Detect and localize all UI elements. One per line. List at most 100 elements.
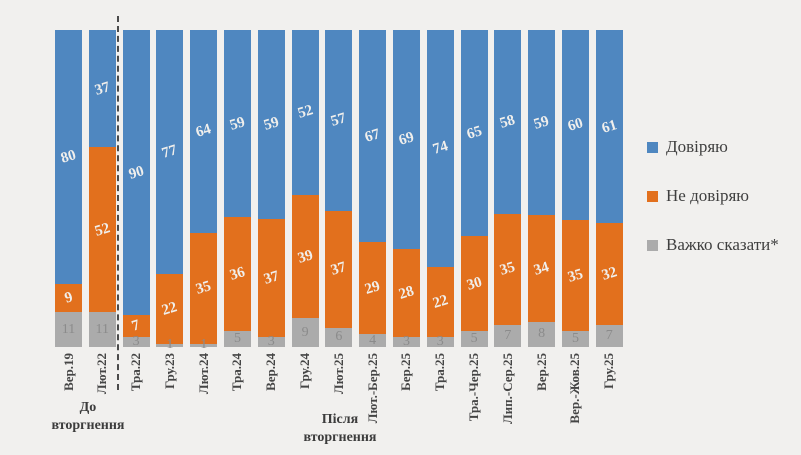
value-label: 39 xyxy=(295,246,315,267)
bar-segment: 1 xyxy=(156,338,184,352)
value-label: 5 xyxy=(233,331,241,347)
value-label: 74 xyxy=(430,138,450,159)
value-label: 80 xyxy=(58,146,79,167)
value-label: 69 xyxy=(396,129,416,150)
bar-segment: 35 xyxy=(190,232,218,344)
value-label: 3 xyxy=(267,334,275,350)
value-label: 1 xyxy=(166,337,174,353)
bar-segment: 52 xyxy=(88,147,116,313)
category-label: Вер.19 xyxy=(60,353,76,391)
bar-segment: 61 xyxy=(595,30,623,224)
bar-segment: 80 xyxy=(55,30,82,284)
bar-column: 67 29 4 Лют.-Бер.25 xyxy=(359,30,387,423)
value-label: 7 xyxy=(504,327,512,343)
category-label: Гру.24 xyxy=(297,353,313,389)
bar-segment: 37 xyxy=(88,30,116,148)
bar-segment: 3 xyxy=(392,334,420,350)
value-label: 1 xyxy=(200,337,208,353)
value-label: 64 xyxy=(194,121,214,142)
bar-segment: 6 xyxy=(325,327,353,347)
bar-segment: 37 xyxy=(325,210,353,328)
category-label: Тра.24 xyxy=(229,353,245,392)
bar-segment: 1 xyxy=(190,338,218,352)
bar-column: 59 37 3 Вер.24 xyxy=(257,30,285,391)
category-label: Тра.22 xyxy=(128,353,144,392)
bar-column: 90 7 3 Тра.22 xyxy=(122,30,150,391)
bar-column: 74 22 3 Тра.25 xyxy=(426,30,454,391)
bar-segment: 58 xyxy=(494,30,522,214)
bar-segment: 37 xyxy=(257,218,285,338)
bar-column: 80 9 11 Вер.19 xyxy=(55,30,82,391)
bar-segment: 4 xyxy=(359,333,387,347)
bar-segment: 22 xyxy=(426,266,454,338)
bar-column: 77 22 1 Гру.23 xyxy=(156,30,184,389)
bar-segment: 28 xyxy=(392,248,420,338)
bar-column: 69 28 3 Бер.25 xyxy=(392,30,420,391)
value-label: 37 xyxy=(329,259,349,280)
bar-segment: 7 xyxy=(122,315,150,338)
value-label: 22 xyxy=(430,292,450,312)
category-label: Лют.24 xyxy=(195,353,211,395)
bar-segment: 3 xyxy=(257,334,285,350)
category-label: Вер.25 xyxy=(533,353,549,391)
value-label: 11 xyxy=(95,321,110,337)
value-label: 59 xyxy=(227,113,247,134)
value-label: 8 xyxy=(538,326,546,342)
bar-segment: 3 xyxy=(122,334,150,350)
value-label: 3 xyxy=(132,334,140,350)
category-label: Вер.24 xyxy=(263,353,279,391)
value-label: 60 xyxy=(565,115,585,135)
value-label: 52 xyxy=(295,102,315,123)
value-label: 32 xyxy=(599,264,619,284)
value-label: 29 xyxy=(363,278,383,299)
value-label: 77 xyxy=(160,142,180,162)
bar-column: 59 36 5 Тра.24 xyxy=(223,30,251,391)
group-label-before-line1: До xyxy=(79,400,97,415)
bar-segment: 57 xyxy=(325,30,353,211)
value-label: 59 xyxy=(532,112,552,133)
bar-column: 65 30 5 Тра.-Чер.25 xyxy=(460,30,488,421)
value-label: 11 xyxy=(61,321,76,337)
value-label: 5 xyxy=(470,331,478,347)
bar-segment: 9 xyxy=(291,318,319,347)
value-label: 35 xyxy=(194,278,214,299)
bar-segment: 5 xyxy=(460,331,488,347)
trust-swatch-icon xyxy=(647,141,658,153)
value-label: 52 xyxy=(92,219,112,240)
bar-segment: 77 xyxy=(156,30,184,275)
value-label: 3 xyxy=(402,334,410,350)
bar-segment: 9 xyxy=(55,283,82,313)
legend-item-trust: Довіряю xyxy=(647,137,779,157)
bar-segment: 11 xyxy=(88,312,116,347)
value-label: 61 xyxy=(599,116,619,137)
legend-label-distrust: Не довіряю xyxy=(666,186,749,205)
group-label-before-line2: вторгнення xyxy=(51,418,125,433)
value-label: 90 xyxy=(126,162,146,183)
category-label: Бер.25 xyxy=(398,353,414,391)
bar-segment: 60 xyxy=(561,30,589,221)
category-label: Гру.23 xyxy=(161,353,177,389)
bar-segment: 22 xyxy=(156,274,184,344)
bar-segment: 32 xyxy=(595,223,623,325)
bar-segment: 11 xyxy=(55,312,82,347)
value-label: 59 xyxy=(261,114,281,135)
group-label-before-invasion: До вторгнення xyxy=(18,399,158,435)
value-label: 30 xyxy=(464,273,484,294)
bar-segment: 39 xyxy=(291,194,319,319)
bar-column: 64 35 1 Лют.24 xyxy=(190,30,218,394)
category-label: Тра.-Чер.25 xyxy=(466,353,482,422)
value-label: 58 xyxy=(498,112,518,132)
group-label-after-line1: Після xyxy=(321,412,359,427)
value-label: 6 xyxy=(335,329,343,345)
group-label-after-invasion: Після вторгнення xyxy=(270,411,410,447)
bar-column: 59 34 8 Вер.25 xyxy=(528,30,556,391)
category-label: Вер.-Жов.25 xyxy=(567,353,583,424)
legend-item-hard-to-say: Важко сказати* xyxy=(647,235,779,255)
bar-column: 37 52 11 Лют.22 xyxy=(88,30,116,394)
bar-segment: 5 xyxy=(561,331,589,347)
bar-segment: 59 xyxy=(223,30,251,218)
category-label: Гру.25 xyxy=(601,353,617,389)
legend-label-hard-to-say: Важко сказати* xyxy=(666,235,779,254)
value-label: 9 xyxy=(62,289,75,307)
